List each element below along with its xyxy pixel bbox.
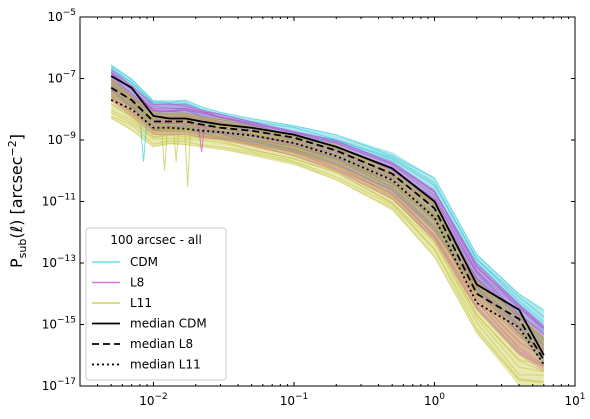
realisation-l8 <box>110 78 545 340</box>
realisation-l8 <box>110 81 545 350</box>
realisation-l11 <box>110 112 544 376</box>
x-tick-label: 10−2 <box>139 392 168 408</box>
legend-label-l11: L11 <box>130 296 152 310</box>
realisation-cdm <box>110 72 545 326</box>
spike-l11 <box>172 125 180 162</box>
realisation-cdm <box>110 72 545 329</box>
realisation-l11 <box>110 95 545 363</box>
realisation-l11 <box>110 116 544 383</box>
legend: 100 arcsec - all CDM L8 L11 median CDM median… <box>85 227 227 381</box>
realisation-l8 <box>110 96 545 367</box>
spike-l11 <box>161 125 169 171</box>
realisation-l8 <box>110 95 545 365</box>
y-axis-label: Psub(ℓ) [arcsec−2] <box>6 134 29 268</box>
y-tick-label: 10−17 <box>42 377 76 393</box>
median-l11-line <box>110 99 545 366</box>
realisation-l11 <box>110 90 545 356</box>
legend-label-l8: L8 <box>130 276 144 290</box>
realisation-cdm <box>110 65 545 311</box>
x-tick-label: 101 <box>564 392 585 408</box>
spike-l8 <box>198 125 206 153</box>
y-tick-label: 10−13 <box>42 254 76 270</box>
realisation-cdm <box>110 66 545 318</box>
realisation-l11 <box>110 97 545 366</box>
median-cdm-line <box>110 75 545 356</box>
legend-label-cdm: CDM <box>130 255 158 269</box>
realisation-l11 <box>110 109 544 373</box>
realisation-l8 <box>110 68 545 329</box>
x-tick-label: 10−1 <box>280 392 309 408</box>
realisation-cdm <box>110 86 545 352</box>
realisation-l8 <box>110 72 545 329</box>
realisation-l11 <box>110 117 544 383</box>
legend-label-median-l8: median L8 <box>130 337 193 351</box>
realisation-cdm <box>110 94 545 364</box>
y-tick-label: 10−7 <box>47 70 76 86</box>
realisation-l11 <box>110 103 545 372</box>
legend-box <box>85 227 227 381</box>
realisation-l8 <box>110 90 545 359</box>
realisation-cdm <box>110 69 545 323</box>
y-tick-label: 10−15 <box>42 316 76 332</box>
legend-label-median-l11: median L11 <box>130 358 201 372</box>
realisation-l8 <box>110 72 545 335</box>
realisation-cdm <box>110 79 545 333</box>
x-tick-label: 100 <box>424 392 445 408</box>
y-tick-label: 10−11 <box>42 193 76 209</box>
realisation-l8 <box>110 99 545 368</box>
spike-cdm <box>140 125 148 162</box>
realisation-l8 <box>110 83 545 352</box>
realisation-l11 <box>110 103 544 367</box>
y-tick-label: 10−9 <box>47 131 76 147</box>
spike-l11 <box>184 125 192 187</box>
band-l11 <box>111 78 544 386</box>
legend-title: 100 arcsec - all <box>110 233 202 247</box>
legend-label-median-cdm: median CDM <box>130 317 207 331</box>
median-l8-line <box>110 86 545 361</box>
y-tick-label: 10−5 <box>47 8 76 24</box>
